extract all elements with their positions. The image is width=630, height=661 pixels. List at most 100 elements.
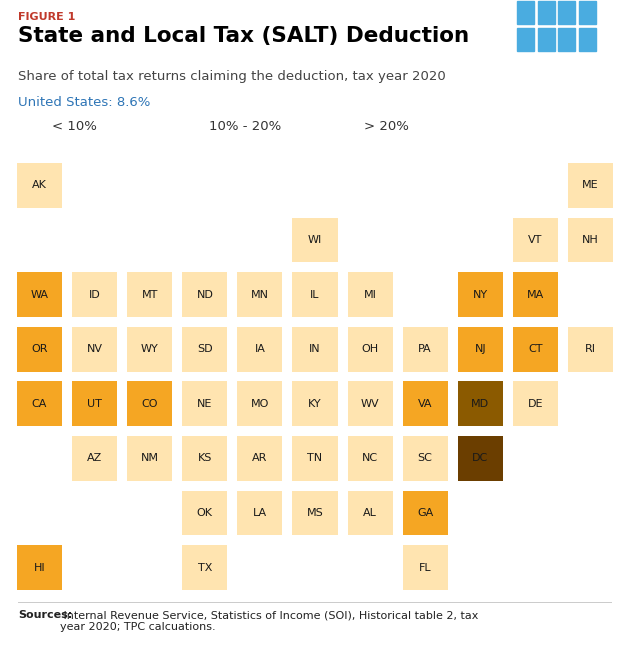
Text: NC: NC [362, 453, 378, 463]
Text: NE: NE [197, 399, 212, 408]
Text: ND: ND [197, 290, 214, 299]
Text: VA: VA [418, 399, 432, 408]
Text: KY: KY [308, 399, 322, 408]
Text: TX: TX [198, 563, 212, 572]
Text: SD: SD [197, 344, 213, 354]
Bar [17, 545, 62, 590]
Text: AR: AR [252, 453, 268, 463]
Text: MO: MO [251, 399, 269, 408]
Text: WY: WY [141, 344, 159, 354]
Text: MA: MA [527, 290, 544, 299]
Text: NJ: NJ [474, 344, 486, 354]
Bar [578, 28, 595, 51]
Text: FIGURE 1: FIGURE 1 [18, 12, 76, 22]
Bar [537, 28, 554, 51]
Text: OH: OH [362, 344, 379, 354]
Bar [238, 490, 282, 535]
Bar [517, 28, 534, 51]
Text: LA: LA [253, 508, 267, 518]
Bar [292, 217, 338, 262]
Text: IA: IA [255, 344, 265, 354]
Bar [513, 327, 558, 371]
Text: FL: FL [419, 563, 432, 572]
Bar [578, 1, 595, 24]
Bar [537, 1, 554, 24]
Bar [348, 272, 392, 317]
Bar [238, 327, 282, 371]
Text: WI: WI [308, 235, 322, 245]
Text: TPC: TPC [544, 53, 576, 67]
Bar [292, 436, 338, 481]
Text: ID: ID [89, 290, 101, 299]
Text: CO: CO [142, 399, 158, 408]
Text: MI: MI [364, 290, 377, 299]
Bar [17, 381, 62, 426]
Text: DC: DC [472, 453, 488, 463]
Text: DE: DE [527, 399, 543, 408]
Text: Sources:: Sources: [18, 610, 72, 620]
Bar [457, 327, 503, 371]
Text: ME: ME [582, 180, 598, 190]
Text: VT: VT [528, 235, 542, 245]
Bar [568, 163, 613, 208]
Bar [513, 217, 558, 262]
Text: < 10%: < 10% [52, 120, 97, 133]
Bar [182, 272, 227, 317]
Bar [238, 272, 282, 317]
Text: MN: MN [251, 290, 269, 299]
Bar [72, 381, 117, 426]
Text: SC: SC [418, 453, 433, 463]
Bar [72, 272, 117, 317]
Bar [72, 327, 117, 371]
Bar [517, 1, 534, 24]
Text: RI: RI [585, 344, 596, 354]
Text: IN: IN [309, 344, 321, 354]
Text: HI: HI [34, 563, 45, 572]
Bar [457, 381, 503, 426]
Bar [17, 327, 62, 371]
Text: MS: MS [307, 508, 323, 518]
Text: 10% - 20%: 10% - 20% [209, 120, 281, 133]
Text: PA: PA [418, 344, 432, 354]
Bar [568, 217, 613, 262]
Bar [292, 327, 338, 371]
Bar [558, 1, 575, 24]
Text: CA: CA [32, 399, 47, 408]
Bar [182, 436, 227, 481]
Bar [292, 490, 338, 535]
Bar [348, 436, 392, 481]
Text: > 20%: > 20% [364, 120, 409, 133]
Bar [558, 28, 575, 51]
Text: Internal Revenue Service, Statistics of Income (SOI), Historical table 2, tax
ye: Internal Revenue Service, Statistics of … [60, 610, 478, 632]
Text: NM: NM [140, 453, 159, 463]
Bar [348, 490, 392, 535]
Bar [348, 381, 392, 426]
Text: MT: MT [142, 290, 158, 299]
Text: OR: OR [32, 344, 48, 354]
Bar [457, 436, 503, 481]
Bar [127, 381, 173, 426]
Bar [17, 163, 62, 208]
Text: State and Local Tax (SALT) Deduction: State and Local Tax (SALT) Deduction [18, 26, 469, 46]
Bar [238, 381, 282, 426]
Bar [348, 327, 392, 371]
Bar [513, 272, 558, 317]
Bar [403, 436, 448, 481]
Bar [292, 381, 338, 426]
Bar [403, 381, 448, 426]
Bar [403, 545, 448, 590]
Text: KS: KS [198, 453, 212, 463]
Bar [403, 490, 448, 535]
Text: AL: AL [363, 508, 377, 518]
Text: NV: NV [87, 344, 103, 354]
Bar [182, 327, 227, 371]
Text: WV: WV [361, 399, 379, 408]
Text: CT: CT [528, 344, 542, 354]
Bar [238, 436, 282, 481]
Text: NH: NH [582, 235, 599, 245]
Text: United States: 8.6%: United States: 8.6% [18, 96, 151, 109]
Bar [127, 436, 173, 481]
Bar [403, 327, 448, 371]
Bar [72, 436, 117, 481]
Bar [182, 545, 227, 590]
